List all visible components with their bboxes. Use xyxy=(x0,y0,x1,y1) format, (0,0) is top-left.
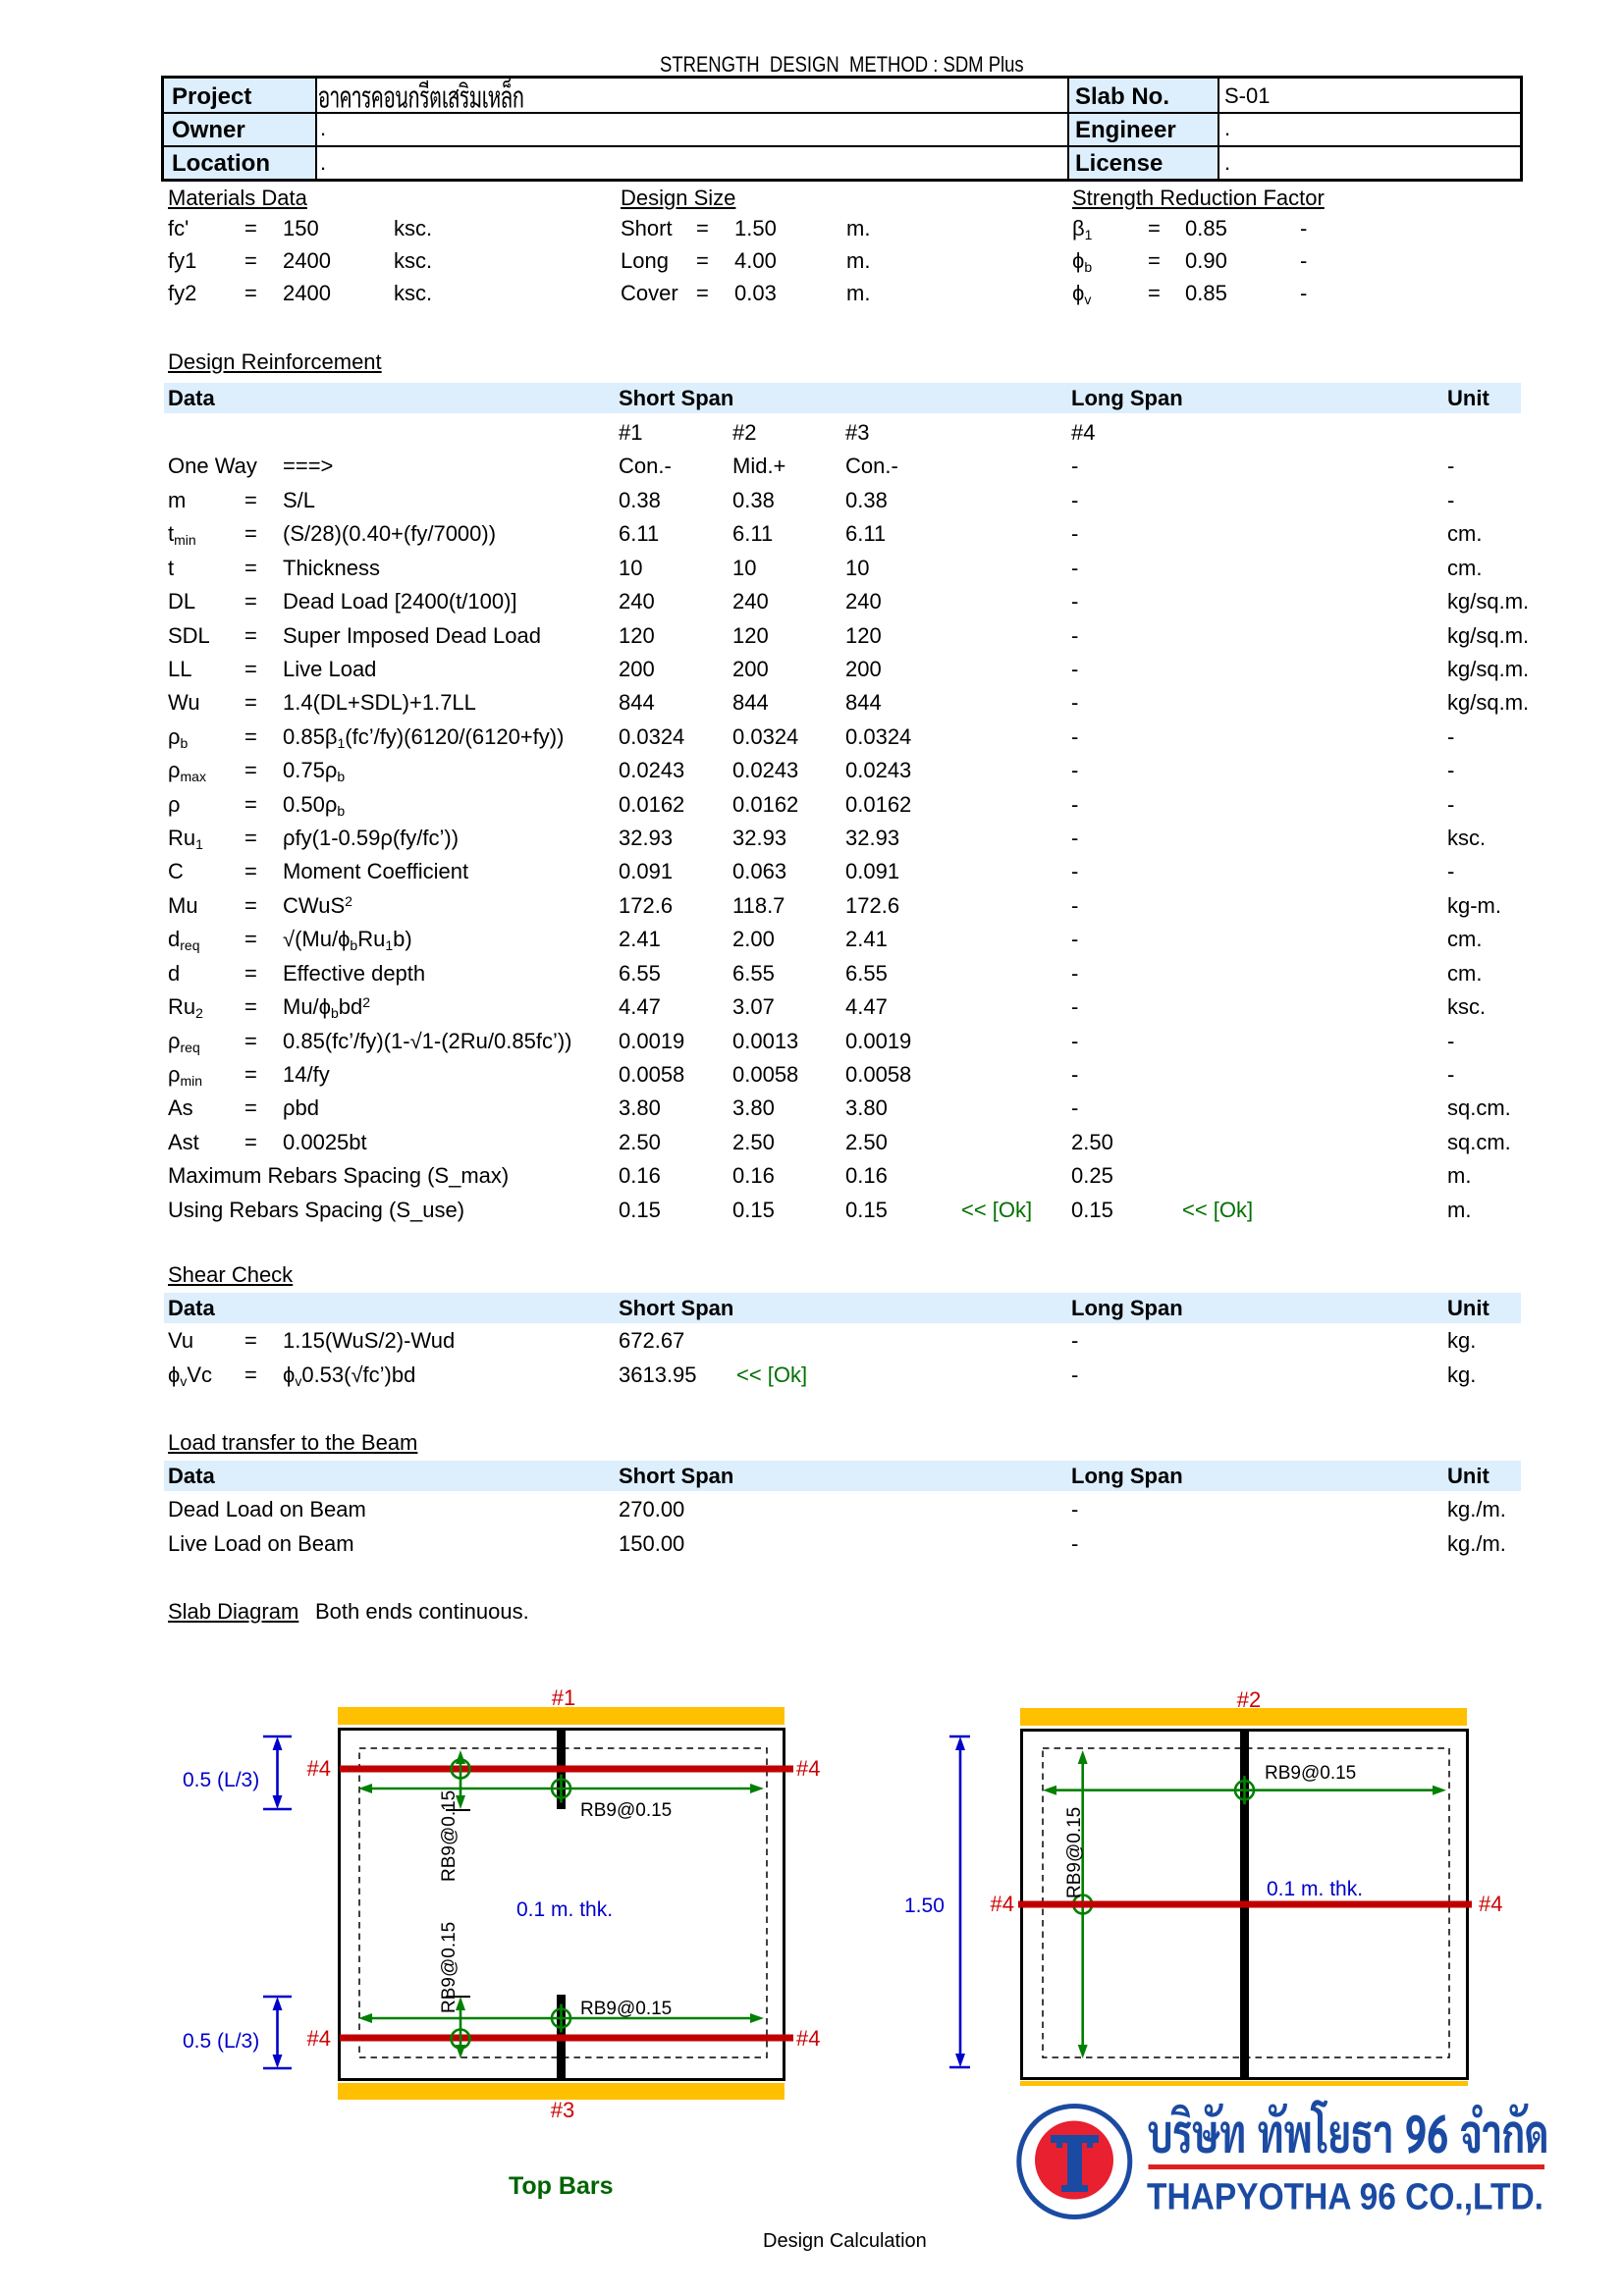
svg-text:#1: #1 xyxy=(552,1685,575,1710)
svg-text:RB9@0.15: RB9@0.15 xyxy=(1265,1763,1356,1784)
svg-text:THAPYOTHA 96 CO.,LTD.: THAPYOTHA 96 CO.,LTD. xyxy=(1147,2177,1543,2218)
svg-text:Top Bars: Top Bars xyxy=(509,2172,614,2200)
svg-text:0.1 m. thk.: 0.1 m. thk. xyxy=(1267,1878,1363,1900)
svg-text:RB9@0.15: RB9@0.15 xyxy=(1064,1807,1085,1898)
svg-text:RB9@0.15: RB9@0.15 xyxy=(439,1790,460,1882)
svg-text:#4: #4 xyxy=(991,1892,1014,1916)
svg-text:#4: #4 xyxy=(1479,1892,1502,1916)
svg-text:RB9@0.15: RB9@0.15 xyxy=(580,1800,672,1821)
svg-text:#4: #4 xyxy=(307,2026,331,2051)
svg-text:#4: #4 xyxy=(307,1756,331,1781)
svg-text:0.1 m. thk.: 0.1 m. thk. xyxy=(516,1898,613,1921)
svg-text:#3: #3 xyxy=(551,2098,574,2122)
svg-text:RB9@0.15: RB9@0.15 xyxy=(580,1999,672,2019)
svg-text:#4: #4 xyxy=(796,1756,820,1781)
svg-text:#2: #2 xyxy=(1237,1687,1261,1712)
svg-text:0.5 (L/3): 0.5 (L/3) xyxy=(183,2030,259,2053)
svg-text:1.50: 1.50 xyxy=(904,1895,945,1917)
svg-text:#4: #4 xyxy=(796,2026,820,2051)
svg-text:RB9@0.15: RB9@0.15 xyxy=(439,1922,460,2013)
svg-text:0.5 (L/3): 0.5 (L/3) xyxy=(183,1769,259,1791)
